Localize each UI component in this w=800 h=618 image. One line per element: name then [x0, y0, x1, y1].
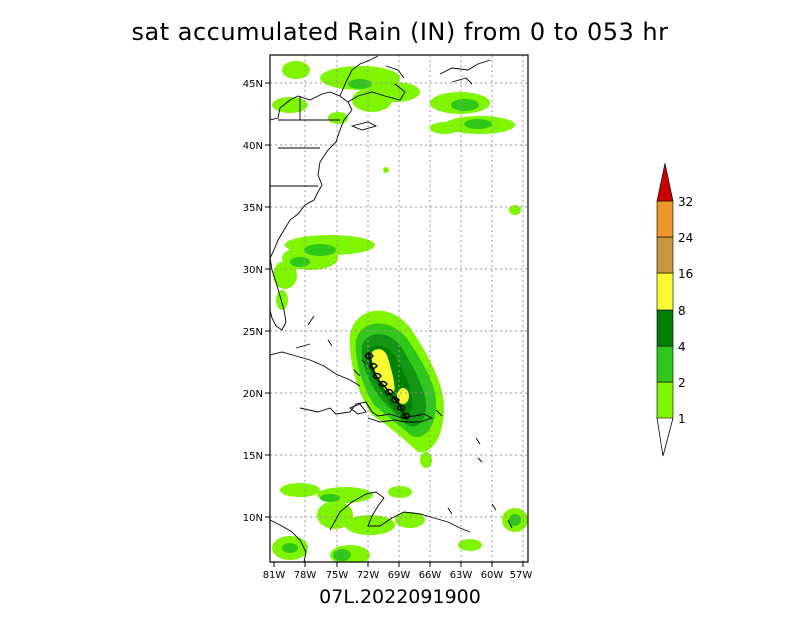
colorbar-label: 4 — [678, 340, 686, 354]
lat-label: 15N — [243, 451, 263, 462]
lon-label: 78W — [294, 570, 317, 581]
lon-label: 66W — [419, 570, 442, 581]
lon-label: 81W — [263, 570, 286, 581]
lon-label: 60W — [481, 570, 504, 581]
lat-label: 10N — [243, 513, 263, 524]
colorbar-bottom-open — [656, 417, 674, 457]
lon-label: 75W — [326, 570, 349, 581]
lon-label: 57W — [510, 570, 533, 581]
storm-id-label: 07L.2022091900 — [319, 586, 481, 608]
map-title: sat accumulated Rain (IN) from 0 to 053 … — [131, 18, 669, 46]
lat-label: 25N — [243, 327, 263, 338]
rain-hurricane-swath — [349, 310, 445, 468]
colorbar-label: 24 — [678, 231, 693, 245]
lat-label: 20N — [243, 389, 263, 400]
lon-label: 72W — [357, 570, 380, 581]
lon-labels: 81W 78W 75W 72W 69W 66W 63W 60W 57W — [263, 570, 533, 581]
map-grid — [270, 55, 528, 562]
colorbar: 1 2 4 8 16 24 32 — [656, 162, 693, 457]
lon-label: 69W — [388, 570, 411, 581]
rain-subtropical-band — [273, 235, 375, 310]
colorbar-label: 2 — [678, 376, 686, 390]
colorbar-segment-8 — [656, 272, 674, 311]
storm-track — [364, 351, 411, 421]
lat-label: 30N — [243, 265, 263, 276]
colorbar-segment-2 — [656, 345, 674, 383]
colorbar-top-triangle — [656, 162, 674, 202]
lat-labels: 45N 40N 35N 30N 25N 20N 15N 10N — [243, 79, 263, 524]
colorbar-segment-4 — [656, 309, 674, 347]
lat-label: 40N — [243, 141, 263, 152]
colorbar-label: 1 — [678, 412, 686, 426]
map-ticks — [265, 82, 524, 567]
colorbar-segment-16 — [656, 236, 674, 274]
colorbar-label: 32 — [678, 195, 693, 209]
lat-label: 45N — [243, 79, 263, 90]
rain-caribbean — [272, 483, 528, 562]
lat-label: 35N — [243, 203, 263, 214]
rainfall-field — [272, 61, 528, 562]
rain-north — [272, 61, 521, 215]
colorbar-label: 16 — [678, 267, 693, 281]
colorbar-label: 8 — [678, 304, 686, 318]
coastlines — [270, 55, 513, 562]
lon-label: 63W — [450, 570, 473, 581]
colorbar-segment-24 — [656, 200, 674, 238]
colorbar-segment-1 — [656, 381, 674, 419]
